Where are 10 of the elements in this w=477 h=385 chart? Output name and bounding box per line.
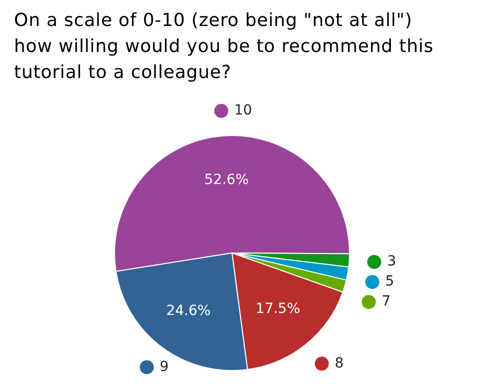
chart-title: On a scale of 0-10 (zero being "not at all") how willing would you be to recommend this tutorial to a colleague?: [14, 9, 435, 85]
legend-label: 8: [334, 355, 344, 372]
data-label: 17.5%: [256, 301, 300, 318]
legend-label: 9: [160, 358, 169, 375]
legend-label: 5: [385, 274, 394, 290]
data-label: 52.6%: [204, 172, 249, 188]
legend-label: 3: [387, 254, 396, 270]
legend-label: 10: [234, 102, 252, 119]
data-label: 24.6%: [166, 303, 211, 320]
legend-label: 7: [382, 294, 391, 310]
